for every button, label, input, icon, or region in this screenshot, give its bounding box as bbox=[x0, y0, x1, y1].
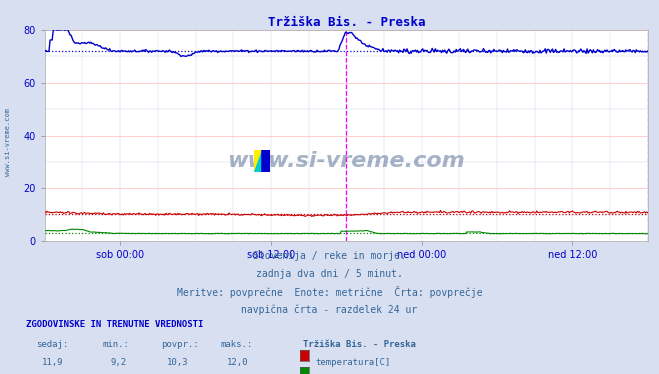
Text: maks.:: maks.: bbox=[221, 340, 253, 349]
Polygon shape bbox=[254, 150, 262, 172]
Text: zadnja dva dni / 5 minut.: zadnja dva dni / 5 minut. bbox=[256, 269, 403, 279]
Text: www.si-vreme.com: www.si-vreme.com bbox=[5, 108, 11, 176]
Text: temperatura[C]: temperatura[C] bbox=[315, 358, 390, 367]
Text: sedaj:: sedaj: bbox=[36, 340, 69, 349]
Text: 9,2: 9,2 bbox=[111, 358, 127, 367]
Text: Meritve: povprečne  Enote: metrične  Črta: povprečje: Meritve: povprečne Enote: metrične Črta:… bbox=[177, 286, 482, 298]
Polygon shape bbox=[262, 150, 270, 172]
Polygon shape bbox=[262, 150, 270, 172]
Text: ZGODOVINSKE IN TRENUTNE VREDNOSTI: ZGODOVINSKE IN TRENUTNE VREDNOSTI bbox=[26, 320, 204, 329]
Text: 12,0: 12,0 bbox=[227, 358, 248, 367]
Text: 11,9: 11,9 bbox=[42, 358, 63, 367]
Title: Tržiška Bis. - Preska: Tržiška Bis. - Preska bbox=[268, 16, 425, 29]
Text: 10,3: 10,3 bbox=[167, 358, 188, 367]
Text: povpr.:: povpr.: bbox=[161, 340, 199, 349]
Polygon shape bbox=[254, 150, 262, 172]
Text: Slovenija / reke in morje.: Slovenija / reke in morje. bbox=[253, 251, 406, 261]
Text: min.:: min.: bbox=[102, 340, 129, 349]
Text: www.si-vreme.com: www.si-vreme.com bbox=[227, 151, 465, 171]
Text: navpična črta - razdelek 24 ur: navpična črta - razdelek 24 ur bbox=[241, 304, 418, 315]
Text: Tržiška Bis. - Preska: Tržiška Bis. - Preska bbox=[303, 340, 416, 349]
